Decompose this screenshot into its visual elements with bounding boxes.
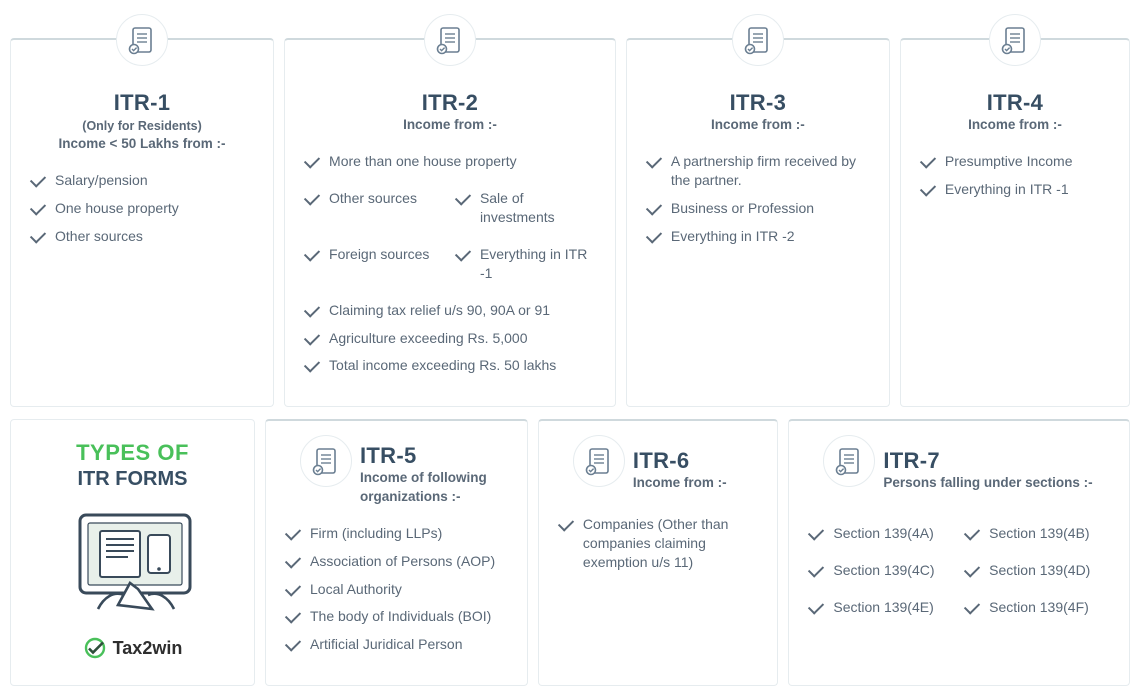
item-list: A partnership firm received by the partn… (645, 152, 871, 246)
item-list: Companies (Other than companies claiming… (557, 515, 759, 572)
card-title: ITR-3 (645, 90, 871, 116)
card-itr-4: ITR-4 Income from :- Presumptive Income … (900, 38, 1130, 407)
card-subtitle: Income from :- (633, 474, 759, 492)
bottom-row: TYPES OF ITR FORMS Tax2win (10, 419, 1130, 686)
list-item: Section 139(4B) (963, 524, 1111, 543)
list-item: Total income exceeding Rs. 50 lakhs (303, 356, 597, 375)
list-item: Section 139(4D) (963, 561, 1111, 580)
card-title: ITR-4 (919, 90, 1111, 116)
card-itr-6: ITR-6 Income from :- Companies (Other th… (538, 419, 778, 686)
card-itr-3: ITR-3 Income from :- A partnership firm … (626, 38, 890, 407)
list-item: A partnership firm received by the partn… (645, 152, 871, 190)
card-subtitle: Income < 50 Lakhs from :- (29, 135, 255, 153)
list-item: Artificial Juridical Person (284, 635, 509, 654)
card-title: ITR-6 (633, 448, 759, 474)
types-heading-2: ITR FORMS (25, 468, 240, 491)
card-subtitle: Income from :- (303, 116, 597, 134)
document-icon (989, 14, 1041, 66)
item-list: Firm (including LLPs) Association of Per… (284, 524, 509, 654)
list-item: Presumptive Income (919, 152, 1111, 171)
list-item: Salary/pension (29, 171, 255, 190)
card-subtitle: Income from :- (645, 116, 871, 134)
list-item: Other sources (303, 189, 446, 227)
list-item: Everything in ITR -1 (454, 245, 597, 283)
list-item: Sale of investments (454, 189, 597, 227)
card-itr-1: ITR-1 (Only for Residents) Income < 50 L… (10, 38, 274, 407)
list-item: Everything in ITR -2 (645, 227, 871, 246)
list-item: Local Authority (284, 580, 509, 599)
card-itr-2: ITR-2 Income from :- More than one house… (284, 38, 616, 407)
list-item: Claiming tax relief u/s 90, 90A or 91 (303, 301, 597, 320)
list-item: Other sources (29, 227, 255, 246)
list-item: The body of Individuals (BOI) (284, 607, 509, 626)
document-icon (424, 14, 476, 66)
list-item: More than one house property (303, 152, 597, 171)
document-icon (116, 14, 168, 66)
card-title: ITR-2 (303, 90, 597, 116)
types-card: TYPES OF ITR FORMS Tax2win (10, 419, 255, 686)
list-item: Companies (Other than companies claiming… (557, 515, 759, 572)
logo-check-icon (83, 636, 107, 660)
card-itr-7: ITR-7 Persons falling under sections :- … (788, 419, 1130, 686)
types-heading-1: TYPES OF (25, 440, 240, 466)
top-row: ITR-1 (Only for Residents) Income < 50 L… (10, 38, 1130, 407)
item-list: Salary/pension One house property Other … (29, 171, 255, 246)
document-icon (300, 435, 352, 487)
list-item: Everything in ITR -1 (919, 180, 1111, 199)
card-subtitle: Income from :- (919, 116, 1111, 134)
logo-text: Tax2win (113, 638, 183, 659)
list-item: Firm (including LLPs) (284, 524, 509, 543)
card-title: ITR-7 (883, 448, 1111, 474)
list-item: Business or Profession (645, 199, 871, 218)
list-item: Association of Persons (AOP) (284, 552, 509, 571)
card-title: ITR-1 (29, 90, 255, 116)
list-item: One house property (29, 199, 255, 218)
card-itr-5: ITR-5 Income of following organizations … (265, 419, 528, 686)
tablet-illustration-icon (58, 505, 208, 615)
card-subtitle: Income of following organizations :- (360, 469, 509, 505)
item-list: Claiming tax relief u/s 90, 90A or 91 Ag… (303, 301, 597, 376)
list-item: Section 139(4C) (807, 561, 955, 580)
item-list: More than one house property (303, 152, 597, 171)
brand-logo: Tax2win (83, 636, 183, 660)
list-item: Section 139(4A) (807, 524, 955, 543)
document-icon (573, 435, 625, 487)
list-item: Section 139(4F) (963, 598, 1111, 617)
list-item: Agriculture exceeding Rs. 5,000 (303, 329, 597, 348)
card-subtitle: Persons falling under sections :- (883, 474, 1111, 492)
item-list: Section 139(4A) Section 139(4B) Section … (807, 515, 1111, 626)
document-icon (823, 435, 875, 487)
item-list: Presumptive Income Everything in ITR -1 (919, 152, 1111, 199)
item-list: Other sources Sale of investments Foreig… (303, 180, 597, 292)
list-item: Foreign sources (303, 245, 446, 283)
card-title: ITR-5 (360, 443, 509, 469)
card-note: (Only for Residents) (29, 118, 255, 135)
list-item: Section 139(4E) (807, 598, 955, 617)
document-icon (732, 14, 784, 66)
